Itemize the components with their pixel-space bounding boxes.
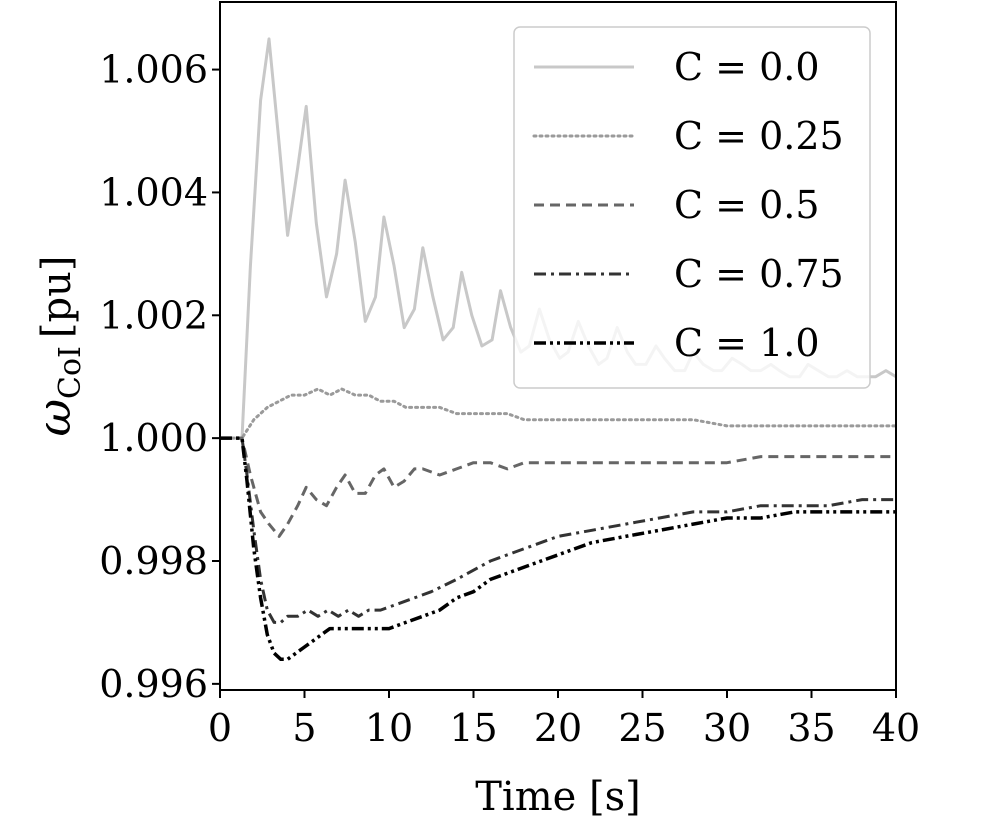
legend-label: C = 1.0 [674,321,820,365]
y-tick-label: 1.000 [99,416,208,460]
legend-label: C = 0.5 [674,183,820,227]
x-tick-label: 25 [618,706,666,750]
y-axis-label: ωCoI [pu] [27,256,88,437]
x-tick-label: 10 [365,706,413,750]
x-tick-label: 30 [703,706,751,750]
series-line-2 [220,436,896,538]
svg-text:ωCoI[pu]: ωCoI [pu] [27,256,88,437]
y-tick-label: 0.996 [99,662,208,706]
y-tick-label: 1.006 [99,48,208,92]
x-tick-label: 40 [872,706,920,750]
legend-label: C = 0.0 [674,45,820,89]
legend-item: C = 0.25 [532,114,844,158]
legend-item: C = 1.0 [534,321,820,365]
x-tick-label: 15 [449,706,497,750]
series-line-3 [220,436,896,624]
legend-items: C = 0.0 C = 0.25 C = 0.5 C = 0.75 C = 1.0 [532,45,844,365]
y-axis: 0.996 0.998 1.000 1.002 1.004 1.006 [99,48,220,706]
legend-item: C = 0.75 [534,252,844,296]
y-tick-label: 0.998 [99,539,208,583]
legend-item: C = 0.5 [534,183,820,227]
x-tick-label: 20 [534,706,582,750]
y-axis-label-subscript: CoI [53,346,88,399]
series-line-4 [220,436,896,662]
legend-label: C = 0.25 [674,114,844,158]
y-axis-label-symbol: ω [27,399,81,437]
x-axis: 0 5 10 15 20 25 30 35 40 [208,690,920,750]
series-line-1 [220,387,896,440]
legend-label: C = 0.75 [674,252,844,296]
x-axis-label: Time [s] [475,774,641,820]
legend-frame [513,26,871,389]
y-axis-label-unit: [pu] [34,256,80,339]
legend-item: C = 0.0 [534,45,820,89]
x-tick-label: 35 [787,706,835,750]
x-tick-label: 5 [292,706,316,750]
y-tick-label: 1.002 [99,293,208,337]
y-tick-label: 1.004 [99,170,208,214]
x-tick-label: 0 [208,706,232,750]
legend: C = 0.0 C = 0.25 C = 0.5 C = 0.75 C = 1.0 [513,26,871,389]
